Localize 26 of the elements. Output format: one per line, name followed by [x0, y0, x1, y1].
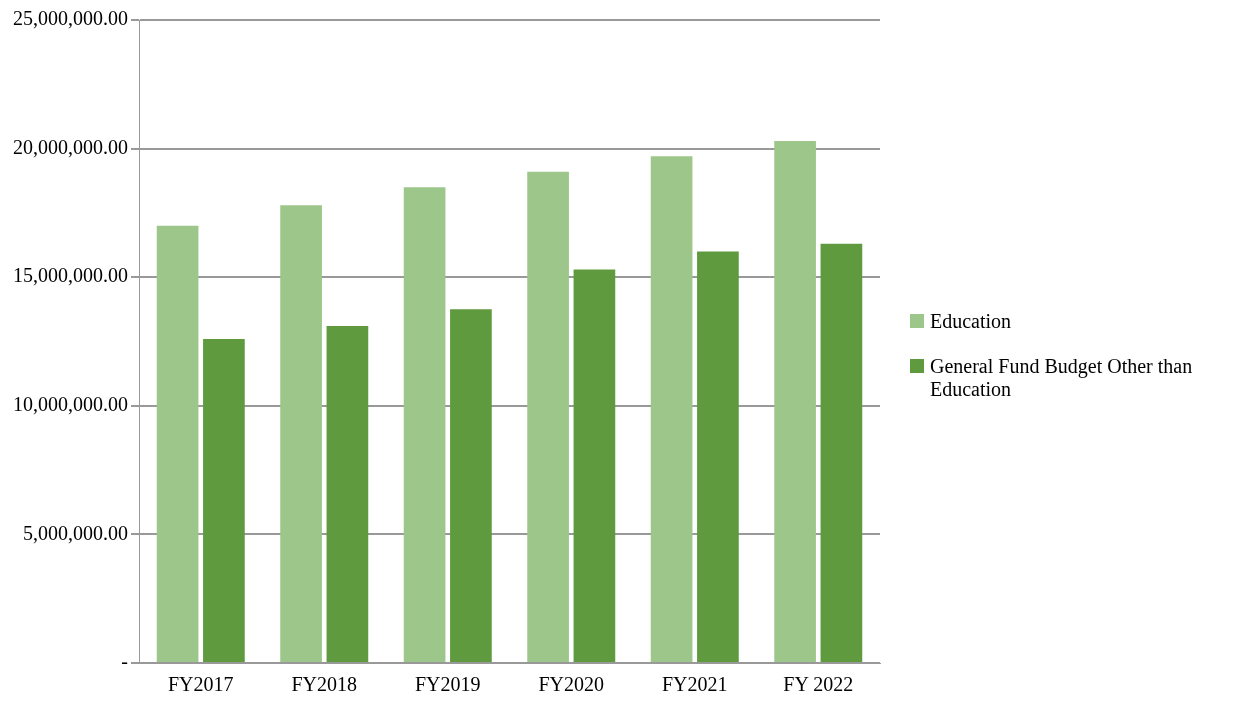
x-tick-label: FY2021: [661, 673, 728, 696]
bar: [450, 309, 492, 662]
bar: [326, 326, 369, 662]
y-tick-label: 25,000,000.00: [13, 7, 128, 30]
bar: [403, 187, 446, 662]
bar: [774, 140, 816, 662]
x-tick-label: FY2019: [414, 673, 481, 696]
bar: [156, 225, 199, 662]
x-tick-label: FY2018: [291, 673, 358, 696]
legend-label: General Fund Budget Other than Education: [930, 355, 1194, 401]
y-tick-label: 10,000,000.00: [13, 393, 128, 416]
x-tick-label: FY2017: [167, 673, 234, 696]
bar: [203, 338, 245, 662]
bar: [650, 156, 693, 662]
y-tick-label: -: [121, 650, 128, 673]
y-tick-label: 20,000,000.00: [13, 135, 128, 158]
y-tick-label: 5,000,000.00: [23, 521, 128, 544]
bar: [573, 269, 616, 662]
bar: [527, 171, 569, 662]
x-tick-label: FY2020: [538, 673, 605, 696]
x-tick-label: FY 2022: [783, 673, 854, 696]
legend-label: Education: [930, 310, 1012, 333]
bar: [280, 205, 322, 662]
bar: [697, 251, 739, 662]
y-tick-label: 15,000,000.00: [13, 264, 128, 287]
bar: [820, 243, 863, 662]
